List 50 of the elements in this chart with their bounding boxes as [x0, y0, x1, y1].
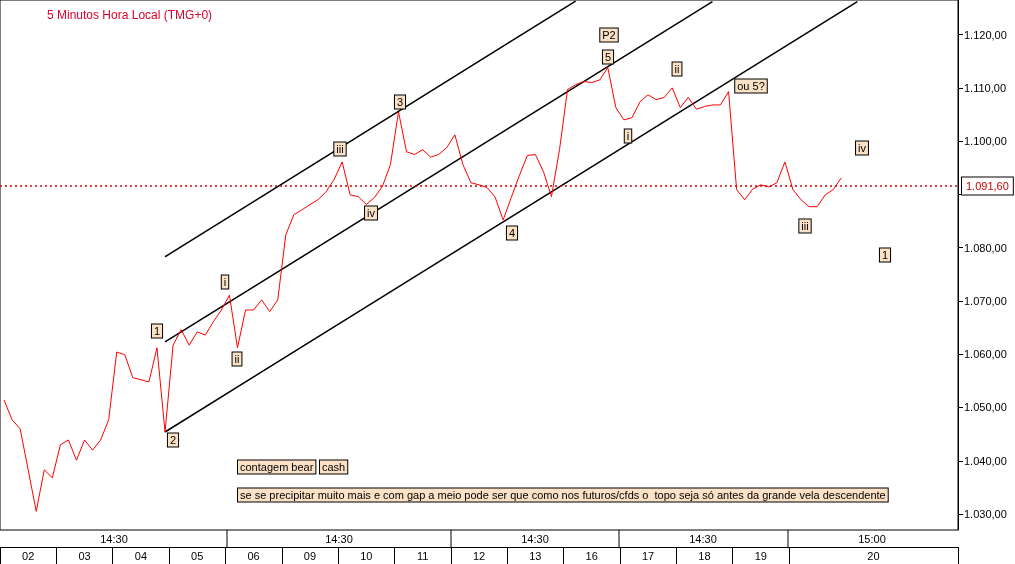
- y-tick-label: 1.050,00: [964, 401, 1007, 414]
- x-tick-label: 17: [641, 549, 655, 562]
- x-tick-label: 13: [529, 549, 542, 562]
- x-tick-label: 06: [247, 549, 260, 562]
- annotation: iii: [336, 143, 344, 155]
- annotation: P2: [602, 29, 616, 41]
- x-tick-label: 18: [698, 549, 711, 562]
- x-tick-label: 05: [191, 549, 204, 562]
- annotation: iv: [367, 207, 376, 219]
- y-tick-label: 1.100,00: [964, 135, 1007, 148]
- x-tick-label: 12: [472, 549, 486, 562]
- y-tick-label: 1.110,00: [964, 81, 1007, 94]
- annotation: i: [223, 276, 227, 288]
- annotation: 3: [396, 96, 404, 108]
- annotation: i: [626, 130, 630, 142]
- x-tick-label: 02: [22, 549, 35, 562]
- text: 15:00: [858, 533, 886, 545]
- text: 5 Minutos Hora Local (TMG+0): [47, 8, 213, 22]
- x-tick-label: 16: [585, 549, 598, 562]
- annotation: ii: [674, 63, 680, 75]
- y-tick-label: 1.120,00: [964, 28, 1007, 41]
- text: 14:30: [325, 533, 353, 545]
- x-tick-label: 11: [416, 549, 429, 562]
- annotation: 1: [153, 325, 161, 337]
- y-tick-label: 1.040,00: [964, 454, 1007, 467]
- annotation: 2: [169, 434, 177, 446]
- x-tick-label: 20: [867, 549, 880, 562]
- annotation: contagem bear: [240, 461, 314, 473]
- annotation: ii: [234, 353, 240, 365]
- x-tick-label: 09: [303, 549, 317, 562]
- x-tick-label: 19: [754, 549, 767, 562]
- y-tick-label: 1.080,00: [964, 241, 1007, 254]
- x-tick-label: 04: [134, 549, 148, 562]
- text: 14:30: [689, 533, 717, 545]
- ref-line-label: 1.091,60: [966, 179, 1009, 192]
- x-tick-label: 10: [360, 549, 373, 562]
- annotation: 4: [508, 227, 516, 239]
- y-tick-label: 1.070,00: [964, 294, 1007, 307]
- y-tick-label: 1.060,00: [964, 348, 1007, 361]
- text: 14:30: [100, 533, 128, 545]
- annotation: 1: [881, 249, 889, 261]
- annotation: cash: [322, 461, 346, 473]
- annotation: se se precipitar muito mais e com gap a meio pode ser que como nos futuros/cfds o topo seja só antes da grande vela descendente: [240, 489, 886, 501]
- annotation: iv: [858, 142, 867, 154]
- annotation: 5: [604, 51, 612, 63]
- text: 14:30: [521, 533, 549, 545]
- x-tick-label: 03: [78, 549, 91, 562]
- y-tick-label: 1.030,00: [964, 508, 1007, 521]
- annotation: iii: [801, 220, 809, 232]
- annotation: ou 5?: [737, 80, 765, 92]
